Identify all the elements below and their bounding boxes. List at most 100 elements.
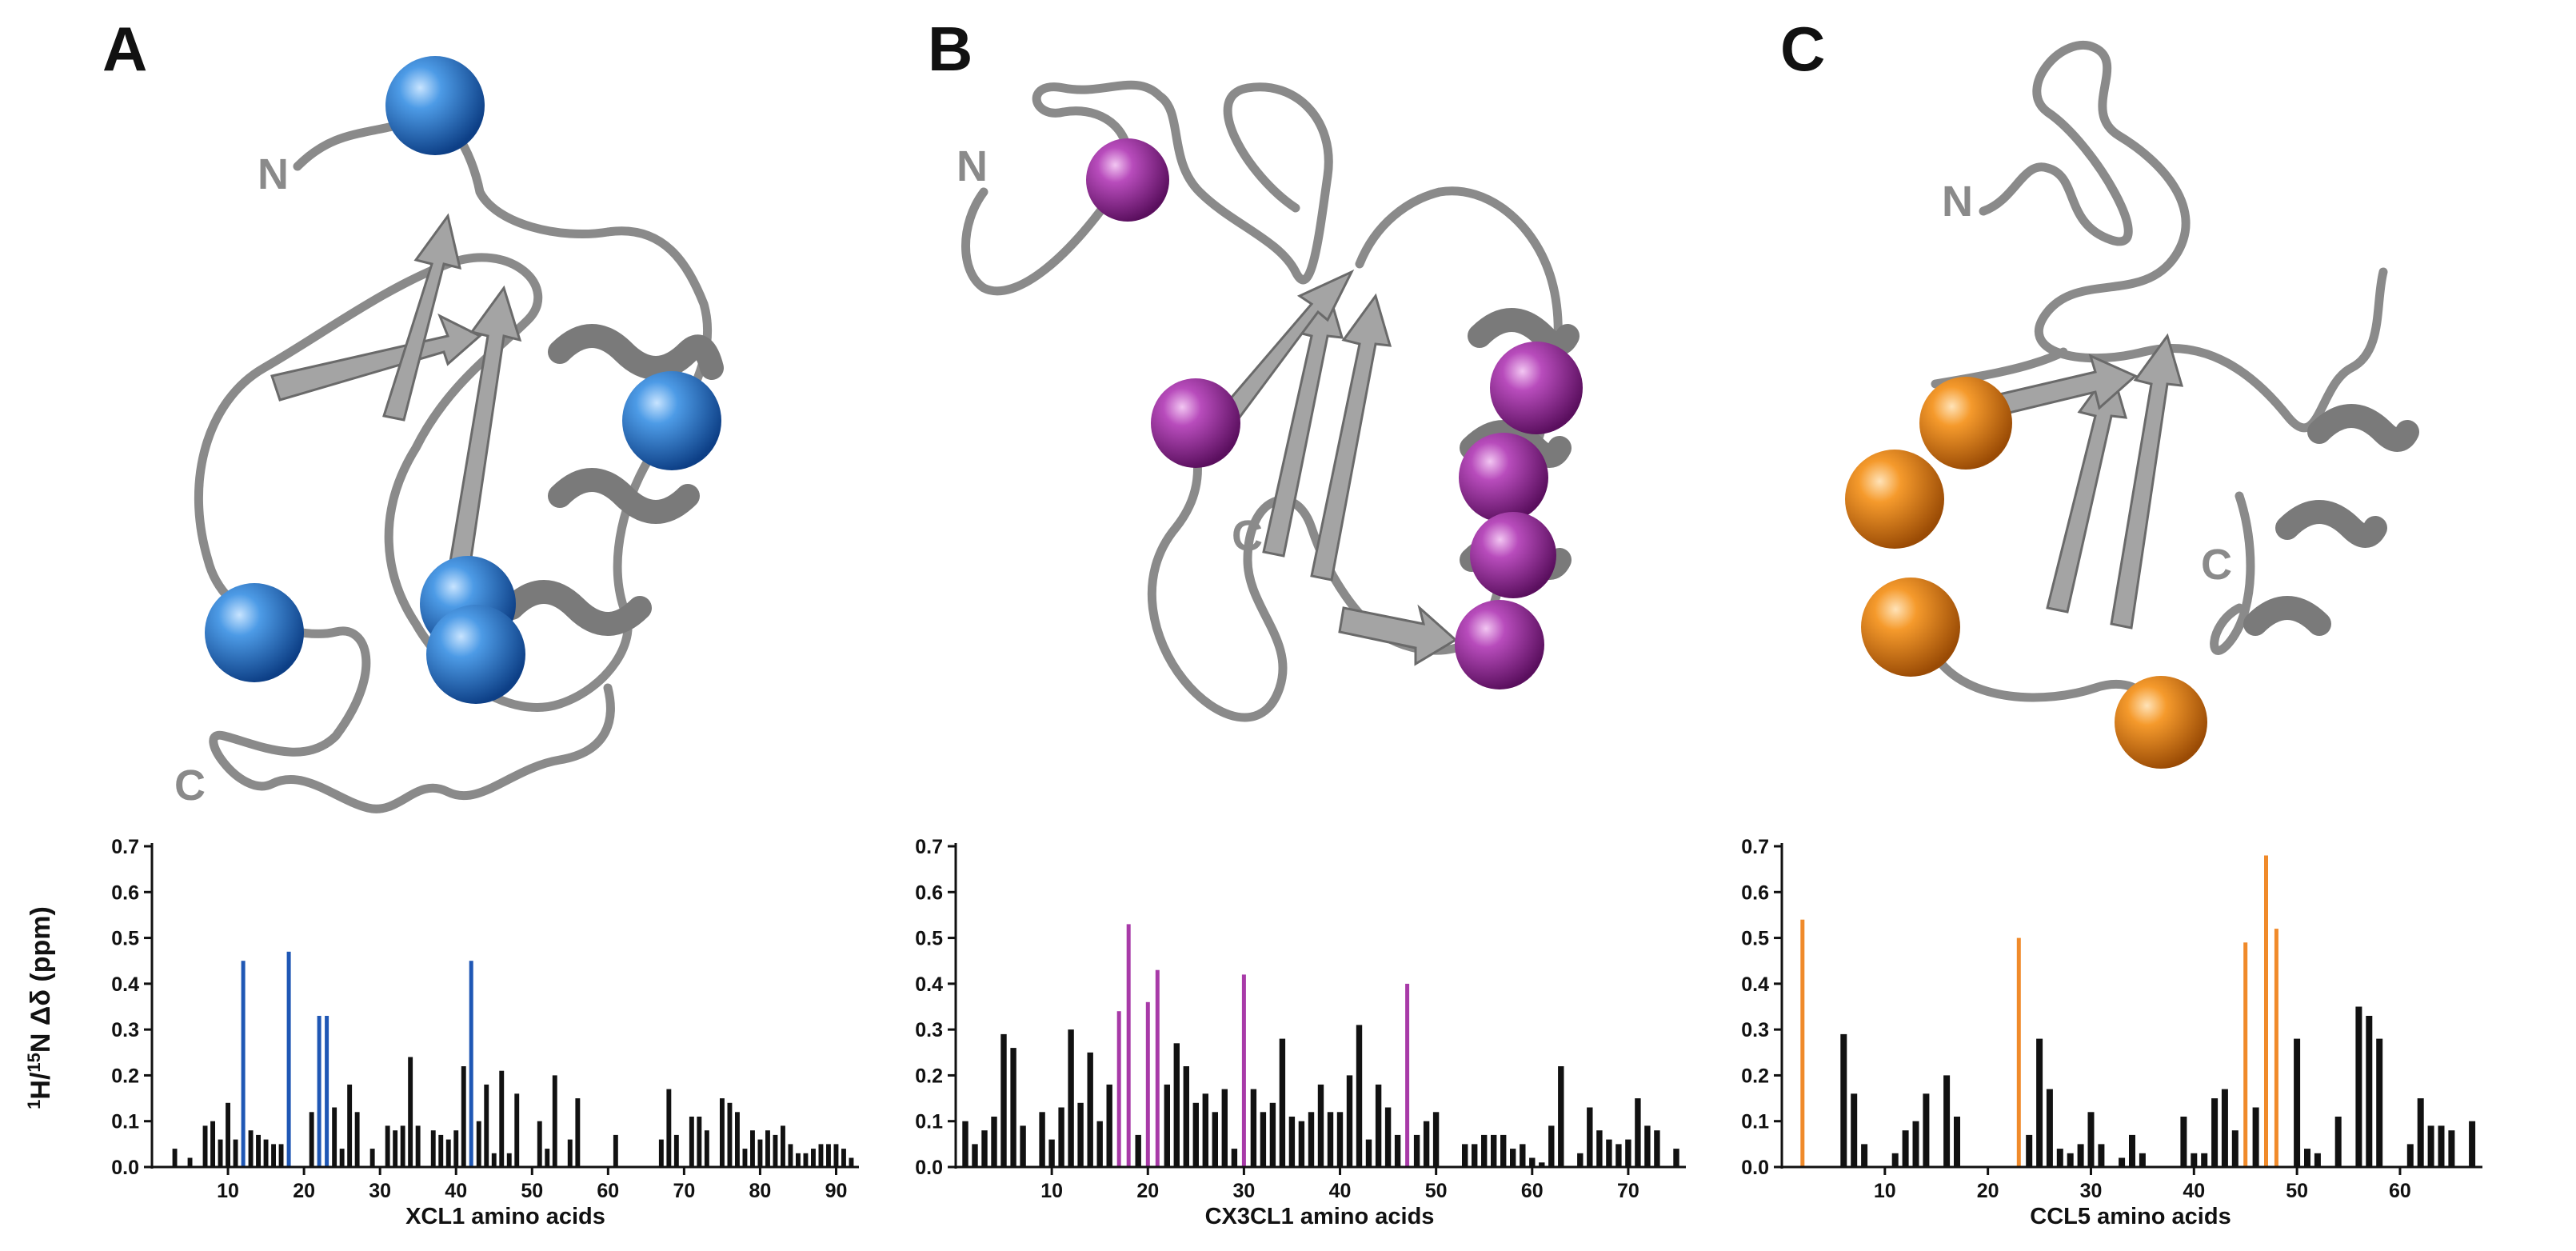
panel-b-x-tick-label: 40 xyxy=(1329,1180,1352,1202)
panel-a-y-axis-label: 1H/15N Δδ (ppm) xyxy=(24,906,57,1109)
panel-a-bar xyxy=(673,1134,679,1167)
panel-b-chart: 0.0 0.1 0.2 0.3 0.4 0.5 0.6 0.7 10 20 30 40 50 60 70 C… xyxy=(915,836,1686,1229)
panel-c-bar xyxy=(2129,1134,2135,1167)
panel-a-bar xyxy=(233,1139,238,1167)
panel-c-highlighted-bar xyxy=(1800,919,1805,1167)
panel-c-bar xyxy=(1851,1093,1858,1167)
panel-c-x-tick-label: 60 xyxy=(2389,1180,2411,1202)
panel-c-sheet-strand xyxy=(2110,333,2184,629)
panel-a-x-tick-label: 90 xyxy=(825,1180,848,1202)
panel-c-protein-structure: N C xyxy=(1845,41,2419,769)
panel-a-bar xyxy=(408,1057,413,1167)
panel-c-highlighted-bar xyxy=(2274,929,2278,1167)
panel-b-y-tick-label: 0.2 xyxy=(915,1065,943,1087)
panel-a-c-terminus: C xyxy=(174,761,206,809)
panel-b-bar xyxy=(1529,1157,1536,1167)
panel-a-bar xyxy=(658,1139,664,1167)
panel-b-highlighted-bar xyxy=(1126,924,1131,1167)
panel-a-bar xyxy=(415,1125,421,1167)
panel-c-bar xyxy=(2314,1153,2321,1167)
panel-b-bar xyxy=(1173,1043,1180,1167)
panel-b-bar xyxy=(1365,1139,1372,1167)
panel-b-bar xyxy=(1260,1112,1267,1167)
panel-b-x-tick-label: 50 xyxy=(1425,1180,1448,1202)
panel-b-bar xyxy=(1212,1112,1218,1167)
panel-c-bar xyxy=(2067,1153,2074,1167)
panel-b-bar xyxy=(1548,1125,1555,1167)
panel-a: A N C 0.0 0.1 0.2 0.3 0.4 0.5 0.6 0.7 10 20 30 40 50… xyxy=(24,14,859,1229)
panel-a-bar xyxy=(339,1149,345,1167)
panel-b-bar xyxy=(1491,1134,1497,1167)
panel-c-y-tick-label: 0.3 xyxy=(1741,1019,1769,1041)
panel-b-x-tick-label: 20 xyxy=(1136,1180,1159,1202)
panel-a-bar xyxy=(461,1066,466,1167)
panel-b-bar xyxy=(1231,1149,1238,1167)
panel-a-bar xyxy=(226,1102,230,1167)
panel-b-bar xyxy=(1510,1149,1516,1167)
panel-c-y-tick-label: 0.1 xyxy=(1741,1111,1769,1133)
panel-b-bar xyxy=(1068,1029,1074,1167)
panel-c-bar xyxy=(2252,1107,2259,1167)
panel-b-y-tick-label: 0.7 xyxy=(915,836,943,858)
panel-a-bar xyxy=(202,1125,208,1167)
panel-a-bar xyxy=(400,1125,405,1167)
panel-a-bar xyxy=(484,1084,489,1167)
panel-a-y-tick-label: 0.4 xyxy=(111,973,139,996)
panel-a-bar xyxy=(354,1112,360,1167)
panel-a-bar xyxy=(689,1117,694,1167)
panel-c-chart: 0.0 0.1 0.2 0.3 0.4 0.5 0.6 0.7 10 20 30 40 50 60 CCL… xyxy=(1741,836,2482,1229)
panel-b-bar xyxy=(1077,1102,1084,1167)
panel-b-bar xyxy=(1308,1112,1315,1167)
panel-a-highlighted-bar xyxy=(286,951,291,1167)
panel-a-x-tick-label: 50 xyxy=(521,1180,543,1202)
panel-b-y-tick-label: 0.0 xyxy=(915,1157,943,1179)
panel-a-highlighted-bar xyxy=(317,1016,322,1167)
panel-a-bar xyxy=(491,1153,497,1167)
panel-b-bar xyxy=(981,1130,988,1167)
panel-a-bar xyxy=(537,1121,542,1167)
panel-a-backbone-coil xyxy=(194,112,712,813)
panel-a-bar xyxy=(727,1102,733,1167)
panel-b-bar xyxy=(1644,1125,1651,1167)
panel-b-bar xyxy=(1336,1112,1344,1167)
panel-a-bar xyxy=(750,1130,755,1167)
panel-a-bar xyxy=(278,1144,284,1167)
panel-a-bar xyxy=(735,1112,740,1167)
panel-c-residue-sphere xyxy=(1861,578,1960,677)
panel-b-x-tick-label: 10 xyxy=(1040,1180,1063,1202)
panel-b-bar xyxy=(1192,1102,1199,1167)
panel-a-bar xyxy=(613,1134,618,1167)
panel-b-c-terminus: C xyxy=(1232,512,1263,560)
panel-a-bar xyxy=(704,1130,709,1167)
panel-c-bar xyxy=(2211,1098,2219,1167)
panel-b: B N C 0.0 0.1 0.2 0.3 0.4 0.5 0.6 0.7 10 20 30 40 50… xyxy=(915,14,1686,1229)
panel-b-bar xyxy=(1058,1107,1064,1167)
panel-a-protein-structure: N C xyxy=(174,56,724,813)
panel-a-bar xyxy=(369,1149,375,1167)
panel-b-bar xyxy=(1577,1153,1584,1167)
panel-a-bar xyxy=(393,1130,398,1167)
panel-a-bar xyxy=(811,1149,816,1167)
panel-c-bar xyxy=(1923,1093,1930,1167)
panel-a-bar xyxy=(545,1149,550,1167)
panel-a-bar xyxy=(773,1134,778,1167)
panel-a-x-tick-label: 60 xyxy=(597,1180,619,1202)
panel-b-y-tick-label: 0.6 xyxy=(915,881,943,904)
panel-a-bar xyxy=(248,1130,254,1167)
panel-a-bar xyxy=(438,1134,444,1167)
panel-a-y-tick-label: 0.5 xyxy=(111,928,139,950)
panel-c-bar xyxy=(2139,1153,2146,1167)
panel-b-residue-sphere xyxy=(1490,342,1583,434)
panel-c-bar xyxy=(2098,1144,2105,1167)
panel-a-x-tick-label: 30 xyxy=(369,1180,391,1202)
panel-a-x-tick-label: 10 xyxy=(217,1180,239,1202)
panel-c-bar xyxy=(2087,1112,2095,1167)
panel-c-bar xyxy=(1954,1117,1960,1167)
panel-a-bar xyxy=(666,1089,672,1167)
panel-b-protein-structure: N C xyxy=(957,80,1583,722)
panel-a-bar xyxy=(826,1144,831,1167)
panel-c-helix xyxy=(2243,404,2419,636)
panel-b-highlighted-bar xyxy=(1116,1011,1121,1167)
panel-a-residue-sphere xyxy=(205,583,304,682)
panel-a-bar xyxy=(575,1098,581,1167)
